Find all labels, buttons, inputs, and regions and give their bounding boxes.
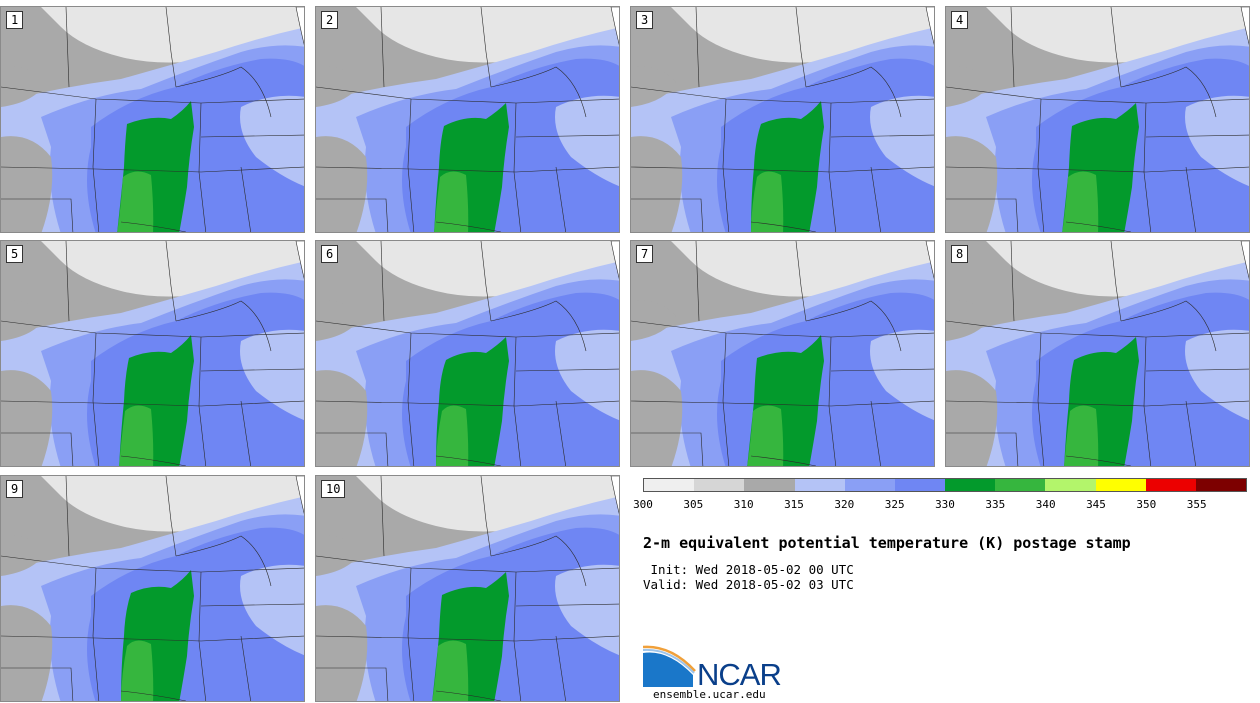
ensemble-member-map[interactable]: 4: [945, 6, 1250, 233]
colorbar-segment: [1095, 479, 1146, 491]
member-number-label: 3: [636, 11, 654, 29]
colorbar-ticks: 300 305 310 315 320 325 330 335 340 345 350 355: [633, 498, 1247, 514]
colorbar-tick-label: 300: [633, 498, 653, 511]
colorbar-tick-label: 335: [985, 498, 1006, 511]
colorbar-tick-label: 320: [834, 498, 855, 511]
colorbar-tick-label: 330: [935, 498, 955, 511]
map-image: [316, 476, 619, 701]
map-image: [946, 7, 1249, 232]
colorbar-segment: [1145, 479, 1196, 491]
colorbar-segment: [794, 479, 845, 491]
map-image: [1, 241, 304, 466]
colorbar-segment: [744, 479, 795, 491]
map-image: [631, 241, 934, 466]
colorbar-segment: [894, 479, 946, 491]
colorbar-tick-label: 310: [733, 498, 754, 511]
colorbar-segment: [945, 479, 996, 491]
ensemble-member-map[interactable]: 8: [945, 240, 1250, 467]
map-image: [1, 476, 304, 701]
map-image: [1, 7, 304, 232]
ensemble-member-map[interactable]: 9: [0, 475, 305, 702]
colorbar-segment: [1045, 479, 1096, 491]
colorbar: [643, 478, 1247, 492]
map-image: [631, 7, 934, 232]
figure-title: 2-m equivalent potential temperature (K)…: [643, 534, 1131, 552]
ensemble-member-map[interactable]: 3: [630, 6, 935, 233]
map-image: [316, 241, 619, 466]
member-number-label: 4: [951, 11, 969, 29]
init-time: Init: Wed 2018-05-02 00 UTC: [643, 562, 854, 577]
colorbar-tick-label: 305: [683, 498, 704, 511]
member-number-label: 5: [6, 245, 24, 263]
colorbar-segment: [644, 479, 695, 491]
member-number-label: 7: [636, 245, 654, 263]
colorbar-segment: [844, 479, 895, 491]
ensemble-member-map[interactable]: 2: [315, 6, 620, 233]
map-image: [316, 7, 619, 232]
ensemble-url[interactable]: ensemble.ucar.edu: [653, 688, 766, 701]
colorbar-tick-label: 340: [1035, 498, 1056, 511]
member-number-label: 9: [6, 480, 24, 498]
ensemble-member-map[interactable]: 5: [0, 240, 305, 467]
map-image: [946, 241, 1249, 466]
colorbar-segment: [694, 479, 745, 491]
colorbar-tick-label: 350: [1136, 498, 1157, 511]
member-number-label: 6: [321, 245, 339, 263]
ensemble-member-map[interactable]: 7: [630, 240, 935, 467]
ensemble-member-map[interactable]: 6: [315, 240, 620, 467]
ncar-logo-icon: [642, 645, 696, 687]
member-number-label: 8: [951, 245, 969, 263]
colorbar-tick-label: 315: [784, 498, 804, 511]
colorbar-segment: [1195, 479, 1247, 491]
member-number-label: 10: [321, 480, 346, 498]
valid-time: Valid: Wed 2018-05-02 03 UTC: [643, 577, 854, 592]
ensemble-member-map[interactable]: 1: [0, 6, 305, 233]
member-number-label: 2: [321, 11, 339, 29]
ncar-logo: [642, 645, 793, 703]
ensemble-member-map[interactable]: 10: [315, 475, 620, 702]
colorbar-tick-label: 355: [1186, 498, 1207, 511]
member-number-label: 1: [6, 11, 24, 29]
colorbar-segment: [995, 479, 1046, 491]
colorbar-tick-label: 345: [1086, 498, 1106, 511]
ncar-logo-text: NCAR: [697, 657, 782, 692]
colorbar-tick-label: 325: [884, 498, 905, 511]
